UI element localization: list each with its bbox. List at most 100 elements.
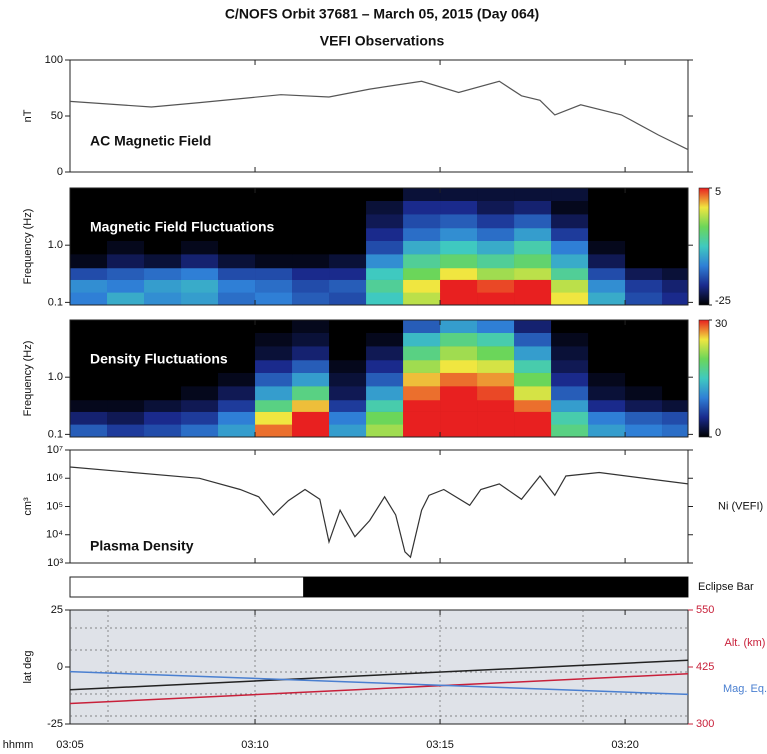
heatmap-cell: [181, 372, 219, 387]
heatmap-cell: [662, 240, 688, 255]
heatmap-cell: [144, 279, 182, 293]
heatmap-cell: [588, 424, 626, 437]
heatmap-cell: [255, 399, 293, 412]
heatmap-cell: [144, 200, 182, 215]
heatmap-cell: [255, 346, 293, 361]
heatmap-cell: [551, 424, 589, 437]
heatmap-cell: [477, 214, 515, 229]
heatmap-cells: [70, 320, 688, 437]
heatmap-cell: [551, 214, 589, 229]
heatmap-cell: [662, 332, 688, 347]
heatmap-cell: [366, 279, 404, 293]
heatmap-cell: [255, 240, 293, 255]
heatmap-cell: [292, 359, 330, 373]
figure-subtitle: VEFI Observations: [320, 33, 445, 49]
heatmap-cell: [181, 240, 219, 255]
heatmap-cell: [625, 214, 663, 229]
heatmap-cell: [477, 386, 515, 401]
heatmap-cell: [662, 292, 688, 305]
heatmap-cell: [477, 200, 515, 215]
heatmap-cell: [514, 359, 552, 373]
heatmap-cell: [588, 372, 626, 387]
heatmap-cell: [588, 200, 626, 215]
heatmap-cell: [181, 320, 219, 333]
heatmap-cell: [551, 399, 589, 412]
heatmap-cell: [588, 188, 626, 201]
heatmap-cell: [255, 372, 293, 387]
heatmap-cell: [662, 346, 688, 361]
heatmap-cell: [662, 386, 688, 401]
eclipse-bar: [303, 577, 688, 597]
heatmap-cell: [477, 424, 515, 437]
heatmap-cell: [107, 411, 145, 425]
heatmap-cell: [366, 214, 404, 229]
heatmap-cell: [625, 359, 663, 373]
heatmap-cell: [403, 214, 441, 229]
heatmap-cell: [218, 424, 256, 437]
legend-label: Alt. (km): [725, 637, 766, 649]
y-tick-label: 1.0: [48, 371, 63, 383]
heatmap-cell: [477, 240, 515, 255]
heatmap-cell: [181, 399, 219, 412]
heatmap-cell: [625, 320, 663, 333]
heatmap-cell: [662, 424, 688, 437]
heatmap-cell: [144, 372, 182, 387]
heatmap-cell: [514, 240, 552, 255]
heatmap-cell: [218, 279, 256, 293]
heatmap-cell: [329, 386, 367, 401]
colorbar-tick-label: 0: [715, 427, 721, 439]
data-line: [69, 80, 689, 151]
heatmap-cell: [625, 386, 663, 401]
heatmap-cell: [440, 292, 478, 305]
heatmap-cell: [107, 320, 145, 333]
heatmap-cell: [218, 292, 256, 305]
heatmap-cell: [255, 359, 293, 373]
plot-frame: [69, 187, 689, 306]
heatmap-cell: [514, 372, 552, 387]
heatmap-cell: [514, 254, 552, 269]
heatmap-cell: [551, 320, 589, 333]
heatmap-cell: [292, 188, 330, 201]
heatmap-cell: [144, 240, 182, 255]
heatmap-cell: [366, 254, 404, 269]
heatmap-cell: [588, 399, 626, 412]
heatmap-cell: [70, 359, 108, 373]
y-tick-label: 25: [51, 604, 63, 616]
heatmap-cell: [144, 188, 182, 201]
heatmap-cell: [107, 372, 145, 387]
heatmap-cell: [107, 279, 145, 293]
heatmap-cell: [70, 424, 108, 437]
heatmap-cell: [292, 267, 330, 280]
heatmap-cell: [440, 200, 478, 215]
x-tick-label: 03:15: [426, 739, 454, 751]
heatmap-cell: [107, 227, 145, 241]
heatmap-cell: [292, 279, 330, 293]
heatmap-cell: [366, 200, 404, 215]
heatmap-cell: [514, 386, 552, 401]
data-line: [69, 466, 689, 559]
y-tick-label: -25: [47, 718, 63, 730]
heatmap-cell: [588, 279, 626, 293]
panel-title: Density Fluctuations: [90, 351, 228, 367]
heatmap-cell: [181, 267, 219, 280]
heatmap-cell: [292, 214, 330, 229]
heatmap-cell: [144, 227, 182, 241]
heatmap-cell: [588, 227, 626, 241]
heatmap-cell: [218, 214, 256, 229]
colorbar-tick-label: 30: [715, 318, 727, 330]
heatmap-cell: [477, 267, 515, 280]
heatmap-cell: [292, 332, 330, 347]
heatmap-cell: [329, 254, 367, 269]
heatmap-cell: [70, 240, 108, 255]
heatmap-cell: [366, 372, 404, 387]
heatmap-cell: [440, 254, 478, 269]
heatmap-cell: [440, 332, 478, 347]
colorbar: [698, 319, 710, 438]
legend-label: Mag. Eq.: [723, 683, 767, 695]
heatmap-cell: [662, 200, 688, 215]
heatmap-cell: [292, 399, 330, 412]
heatmap-cell: [329, 188, 367, 201]
heatmap-cell: [514, 188, 552, 201]
heatmap-cell: [144, 254, 182, 269]
heatmap-cell: [181, 332, 219, 347]
